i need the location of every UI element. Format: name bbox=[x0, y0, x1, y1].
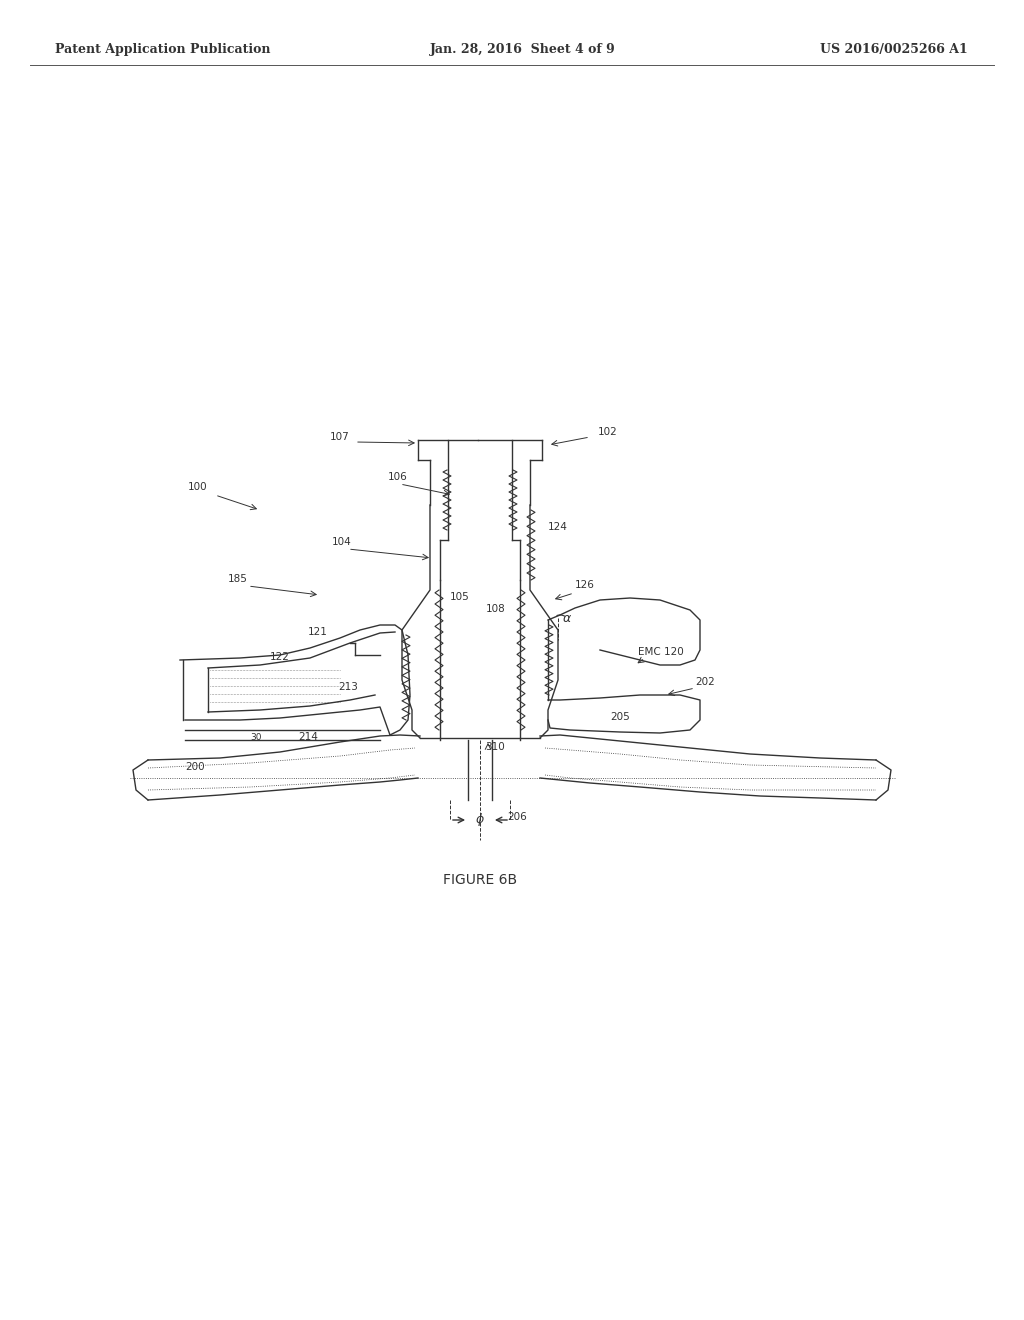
Text: 213: 213 bbox=[338, 682, 357, 692]
Text: $\alpha$: $\alpha$ bbox=[562, 611, 572, 624]
Text: 107: 107 bbox=[330, 432, 350, 442]
Text: 214: 214 bbox=[298, 733, 317, 742]
Text: Jan. 28, 2016  Sheet 4 of 9: Jan. 28, 2016 Sheet 4 of 9 bbox=[430, 44, 615, 57]
Text: 105: 105 bbox=[450, 591, 470, 602]
Text: 30: 30 bbox=[250, 733, 261, 742]
Text: 205: 205 bbox=[610, 711, 630, 722]
Text: 206: 206 bbox=[507, 812, 526, 822]
Text: 100: 100 bbox=[188, 482, 208, 492]
Text: 310: 310 bbox=[485, 742, 505, 752]
Text: 104: 104 bbox=[332, 537, 352, 546]
Text: 185: 185 bbox=[228, 574, 248, 583]
Text: FIGURE 6B: FIGURE 6B bbox=[443, 873, 517, 887]
Text: EMC 120: EMC 120 bbox=[638, 647, 684, 657]
Text: 126: 126 bbox=[575, 579, 595, 590]
Text: 106: 106 bbox=[388, 473, 408, 482]
Text: 108: 108 bbox=[486, 605, 506, 614]
Text: 200: 200 bbox=[185, 762, 205, 772]
Text: 124: 124 bbox=[548, 521, 568, 532]
Text: 202: 202 bbox=[695, 677, 715, 686]
Text: $\phi$: $\phi$ bbox=[475, 812, 485, 829]
Text: 122: 122 bbox=[270, 652, 290, 663]
Text: US 2016/0025266 A1: US 2016/0025266 A1 bbox=[820, 44, 968, 57]
Text: 121: 121 bbox=[308, 627, 328, 638]
Text: 102: 102 bbox=[598, 426, 617, 437]
Text: Patent Application Publication: Patent Application Publication bbox=[55, 44, 270, 57]
